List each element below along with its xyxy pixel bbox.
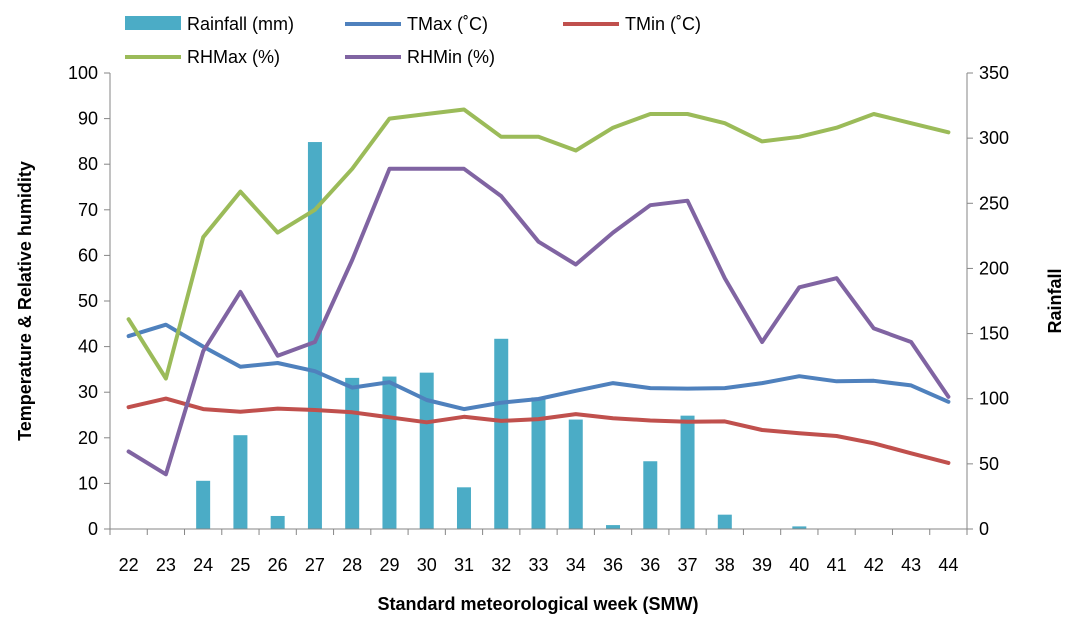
x-tick-label: 27 — [305, 555, 325, 575]
rhmax-line — [126, 107, 951, 381]
x-tick-label: 34 — [566, 555, 586, 575]
x-tick-label: 25 — [230, 555, 250, 575]
rainfall-bar — [270, 515, 285, 529]
left-y-tick-label: 90 — [78, 109, 98, 129]
left-y-tick-label: 50 — [78, 291, 98, 311]
x-tick-label: 33 — [528, 555, 548, 575]
rhmin-line — [126, 166, 951, 477]
right-y-tick-label: 350 — [979, 63, 1009, 83]
right-y-axis-title: Rainfall — [1045, 268, 1065, 333]
left-y-tick-label: 80 — [78, 154, 98, 174]
x-tick-label: 22 — [119, 555, 139, 575]
right-y-tick-label: 0 — [979, 519, 989, 539]
legend-label: RHMax (%) — [187, 47, 280, 67]
x-tick-label: 39 — [752, 555, 772, 575]
x-tick-label: 31 — [454, 555, 474, 575]
x-ticks: 22 23 24 25 26 27 28 29 30 31 32 33 34 36 36 37 38 39 40 41… — [109, 529, 968, 575]
x-tick-label: 30 — [417, 555, 437, 575]
x-tick-label: 42 — [864, 555, 884, 575]
legend-label: TMax (˚C) — [407, 14, 488, 34]
rainfall-bar — [606, 525, 621, 529]
x-tick-label: 36 — [640, 555, 660, 575]
left-y-tick-label: 70 — [78, 200, 98, 220]
right-y-tick-label: 300 — [979, 128, 1009, 148]
legend-swatch-bar — [125, 16, 181, 30]
legend-label: RHMin (%) — [407, 47, 495, 67]
legend-label: Rainfall (mm) — [187, 14, 294, 34]
x-tick-label: 37 — [678, 555, 698, 575]
rainfall-bar — [568, 419, 583, 529]
left-y-tick-label: 60 — [78, 245, 98, 265]
x-tick-label: 26 — [268, 555, 288, 575]
right-y-tick-label: 50 — [979, 454, 999, 474]
x-tick-label: 41 — [827, 555, 847, 575]
x-tick-label: 44 — [938, 555, 958, 575]
x-tick-label: 38 — [715, 555, 735, 575]
right-y-tick-label: 250 — [979, 193, 1009, 213]
left-y-tick-label: 0 — [88, 519, 98, 539]
rainfall-bar — [494, 338, 509, 529]
rainfall-bar — [680, 415, 695, 529]
tmin-line — [126, 396, 951, 465]
x-tick-label: 23 — [156, 555, 176, 575]
left-y-tick-label: 30 — [78, 382, 98, 402]
rainfall-bar — [717, 514, 732, 529]
left-y-tick-label: 20 — [78, 428, 98, 448]
x-tick-label: 36 — [603, 555, 623, 575]
legend-label: TMin (˚C) — [625, 14, 701, 34]
x-axis-title: Standard meteorological week (SMW) — [377, 594, 698, 614]
rainfall-bar — [456, 487, 471, 529]
left-y-ticks: 0 10 20 30 40 50 60 70 80 90 100 — [68, 63, 110, 539]
rainfall-bar — [382, 376, 397, 529]
right-y-tick-label: 150 — [979, 324, 1009, 344]
right-y-tick-label: 200 — [979, 258, 1009, 278]
rainfall-bar — [792, 526, 807, 529]
legend: Rainfall (mm) TMax (˚C) TMin (˚C) RHMax (%)… — [125, 14, 701, 67]
rainfall-bar — [345, 377, 360, 529]
left-y-tick-label: 100 — [68, 63, 98, 83]
left-y-axis-title: Temperature & Relative humidity — [15, 161, 35, 441]
right-y-ticks: 0 50 100 150 200 250 300 350 — [967, 63, 1009, 539]
tmax-line — [126, 322, 951, 412]
x-tick-label: 24 — [193, 555, 213, 575]
rainfall-bar — [233, 435, 248, 529]
rainfall-bar — [531, 397, 546, 529]
x-tick-label: 43 — [901, 555, 921, 575]
rainfall-bar — [307, 142, 322, 529]
x-tick-label: 29 — [379, 555, 399, 575]
rainfall-bar — [196, 480, 211, 529]
rainfall-bar — [643, 461, 658, 529]
left-y-tick-label: 10 — [78, 473, 98, 493]
left-y-tick-label: 40 — [78, 337, 98, 357]
rainfall-bars — [196, 142, 807, 529]
x-tick-label: 40 — [789, 555, 809, 575]
rainfall-bar — [419, 372, 434, 529]
x-tick-label: 28 — [342, 555, 362, 575]
x-tick-label: 32 — [491, 555, 511, 575]
line-series — [126, 107, 951, 477]
right-y-tick-label: 100 — [979, 389, 1009, 409]
